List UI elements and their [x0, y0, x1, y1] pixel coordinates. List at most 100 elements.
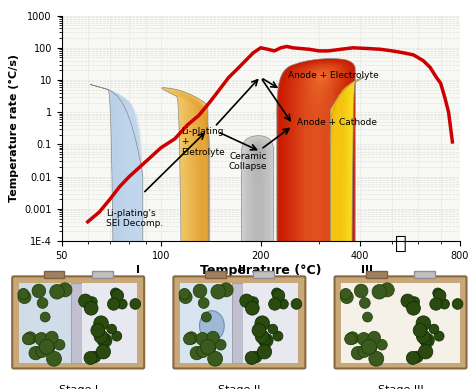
FancyBboxPatch shape — [12, 276, 144, 368]
Ellipse shape — [297, 80, 357, 389]
Ellipse shape — [202, 111, 212, 389]
Ellipse shape — [162, 88, 242, 389]
Ellipse shape — [279, 59, 354, 389]
Ellipse shape — [205, 117, 210, 389]
Ellipse shape — [315, 72, 328, 86]
Circle shape — [434, 331, 444, 341]
Ellipse shape — [292, 79, 360, 389]
Circle shape — [410, 297, 419, 307]
Circle shape — [250, 351, 262, 363]
Circle shape — [377, 340, 387, 350]
Ellipse shape — [132, 105, 153, 389]
Ellipse shape — [124, 97, 159, 389]
Ellipse shape — [292, 62, 346, 389]
Ellipse shape — [308, 85, 350, 389]
Ellipse shape — [126, 98, 158, 389]
Ellipse shape — [242, 136, 273, 389]
Ellipse shape — [108, 89, 171, 389]
Circle shape — [259, 333, 273, 347]
Ellipse shape — [130, 103, 154, 389]
Ellipse shape — [314, 89, 345, 389]
Ellipse shape — [244, 137, 272, 389]
Circle shape — [291, 299, 302, 309]
Circle shape — [111, 289, 124, 302]
Ellipse shape — [293, 63, 345, 389]
Ellipse shape — [175, 92, 234, 389]
Circle shape — [108, 298, 120, 310]
Ellipse shape — [325, 102, 336, 389]
Circle shape — [372, 284, 387, 299]
Circle shape — [429, 324, 439, 334]
Text: Anode + Cathode: Anode + Cathode — [297, 118, 377, 127]
Ellipse shape — [185, 96, 227, 389]
Ellipse shape — [104, 88, 173, 389]
Ellipse shape — [290, 61, 347, 389]
Circle shape — [18, 291, 31, 303]
Circle shape — [208, 351, 223, 366]
Circle shape — [196, 333, 209, 345]
Circle shape — [197, 345, 209, 357]
Circle shape — [179, 289, 190, 300]
Ellipse shape — [289, 61, 348, 389]
Ellipse shape — [301, 65, 339, 389]
Circle shape — [55, 340, 65, 350]
Ellipse shape — [302, 82, 354, 389]
Ellipse shape — [117, 93, 164, 389]
Circle shape — [351, 347, 365, 360]
Circle shape — [50, 284, 64, 299]
Circle shape — [35, 333, 48, 345]
Ellipse shape — [180, 93, 230, 389]
Ellipse shape — [283, 60, 351, 389]
Circle shape — [416, 330, 430, 343]
Circle shape — [18, 289, 29, 300]
Circle shape — [97, 333, 109, 346]
Ellipse shape — [311, 70, 331, 98]
Text: Li-plating
+
Eletrolyte: Li-plating + Eletrolyte — [181, 127, 225, 157]
Ellipse shape — [137, 113, 148, 389]
Ellipse shape — [98, 86, 177, 389]
Ellipse shape — [285, 60, 350, 389]
Circle shape — [345, 333, 356, 345]
Circle shape — [58, 283, 72, 297]
Circle shape — [91, 323, 105, 337]
Ellipse shape — [203, 114, 211, 389]
Circle shape — [37, 298, 48, 308]
Text: Li-plating's
SEI Decomp.: Li-plating's SEI Decomp. — [106, 209, 163, 228]
Circle shape — [340, 289, 351, 300]
Circle shape — [211, 284, 226, 299]
Ellipse shape — [135, 110, 150, 389]
FancyBboxPatch shape — [173, 276, 305, 368]
Circle shape — [240, 294, 253, 308]
Ellipse shape — [294, 79, 359, 389]
Bar — [92, 271, 113, 278]
Ellipse shape — [94, 86, 179, 389]
Ellipse shape — [301, 82, 355, 389]
Circle shape — [268, 324, 278, 334]
Ellipse shape — [317, 91, 343, 389]
Circle shape — [107, 324, 117, 334]
Ellipse shape — [313, 71, 329, 89]
Ellipse shape — [254, 145, 263, 171]
Ellipse shape — [250, 141, 267, 389]
Ellipse shape — [100, 87, 175, 389]
Circle shape — [46, 351, 62, 366]
Bar — [19, 283, 72, 363]
Ellipse shape — [287, 77, 364, 389]
Ellipse shape — [282, 60, 352, 389]
Ellipse shape — [321, 96, 339, 389]
Ellipse shape — [308, 68, 334, 125]
Ellipse shape — [304, 66, 337, 389]
Circle shape — [201, 312, 211, 322]
Bar — [44, 271, 64, 278]
Bar — [82, 283, 137, 363]
Ellipse shape — [102, 88, 174, 389]
Circle shape — [357, 333, 370, 345]
Ellipse shape — [286, 77, 365, 389]
Circle shape — [36, 345, 48, 357]
Ellipse shape — [189, 98, 223, 389]
Ellipse shape — [115, 93, 166, 389]
Ellipse shape — [250, 142, 266, 389]
Ellipse shape — [248, 140, 268, 389]
Circle shape — [420, 333, 434, 347]
Ellipse shape — [192, 100, 221, 389]
